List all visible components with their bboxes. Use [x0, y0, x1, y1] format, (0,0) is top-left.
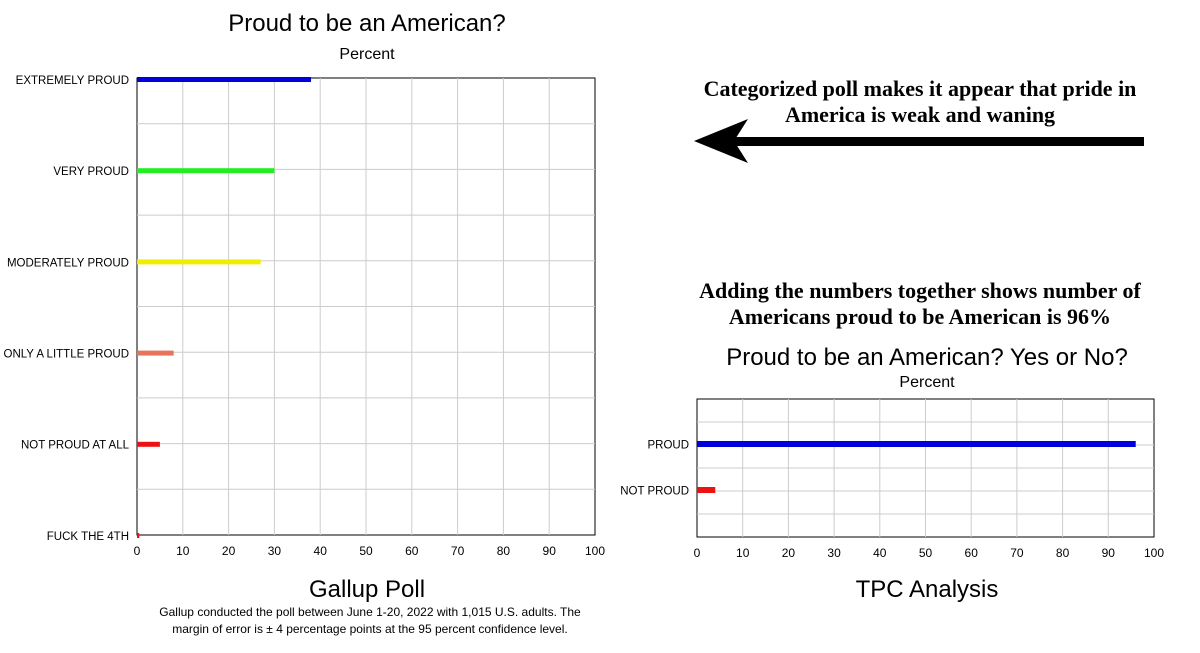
left-chart-category-label: VERY PROUD — [53, 166, 129, 178]
right-chart-x-tick-label: 10 — [736, 546, 750, 560]
right-chart-caption: TPC Analysis — [855, 576, 999, 603]
left-chart-x-tick-label: 90 — [543, 544, 557, 558]
left-chart-bar — [137, 350, 174, 356]
left-chart-x-tick-label: 30 — [268, 544, 282, 558]
right-chart-x-tick-label: 20 — [782, 546, 796, 560]
right-chart-title: Proud to be an American? Yes or No? — [726, 344, 1128, 371]
left-chart-title: Proud to be an American? — [228, 10, 506, 37]
left-chart-caption: Gallup Poll — [308, 576, 426, 603]
right-chart-x-tick-label: 50 — [919, 546, 933, 560]
left-chart-subtitle: Percent — [339, 46, 395, 63]
right-chart-x-tick-label: 60 — [965, 546, 979, 560]
left-chart-x-tick-label: 100 — [585, 544, 605, 558]
top-annotation: Categorized poll makes it appear that pr… — [703, 76, 1137, 127]
right-chart-bar — [697, 487, 716, 493]
left-chart-category-label: NOT PROUD AT ALL — [21, 440, 130, 452]
right-chart-x-tick-label: 30 — [827, 546, 841, 560]
left-chart-x-tick-label: 60 — [405, 544, 419, 558]
left-chart-footnote: Gallup conducted the poll between June 1… — [159, 605, 581, 636]
right-chart-x-tick-label: 0 — [694, 546, 701, 560]
right-chart-x-tick-label: 80 — [1056, 546, 1070, 560]
right-chart-x-tick-label: 100 — [1144, 546, 1164, 560]
left-chart-x-tick-label: 50 — [359, 544, 373, 558]
left-chart-x-tick-label: 40 — [314, 544, 328, 558]
bottom-annotation: Adding the numbers together shows number… — [699, 278, 1141, 329]
left-chart-category-label: EXTREMELY PROUD — [16, 75, 129, 87]
right-chart-subtitle: Percent — [899, 374, 955, 391]
right-chart-x-tick-label: 40 — [873, 546, 887, 560]
left-chart-bar — [137, 533, 140, 538]
left-chart-category-label: MODERATELY PROUD — [7, 257, 129, 269]
left-bar-chart: 0 10 20 30 40 50 60 70 80 90 100 EXTREMELY PROUD VER… — [4, 75, 606, 558]
right-chart-category-label: NOT PROUD — [620, 485, 689, 497]
right-chart-category-label: PROUD — [647, 439, 689, 451]
left-chart-bar — [137, 441, 160, 447]
right-chart-x-tick-label: 90 — [1102, 546, 1116, 560]
left-chart-category-label: ONLY A LITTLE PROUD — [4, 348, 129, 360]
left-chart-x-tick-label: 10 — [176, 544, 190, 558]
left-arrow-icon — [694, 119, 1144, 163]
right-chart-x-tick-label: 70 — [1010, 546, 1024, 560]
left-chart-x-tick-label: 70 — [451, 544, 465, 558]
right-bar-chart: 0 10 20 30 40 50 60 70 80 90 100 PROUD NOT PROUD — [620, 398, 1164, 560]
left-chart-category-label: FUCK THE 4TH — [47, 531, 129, 543]
left-chart-x-tick-label: 0 — [134, 544, 141, 558]
left-chart-x-tick-label: 80 — [497, 544, 511, 558]
left-chart-bar — [137, 168, 275, 174]
left-chart-bar — [137, 77, 312, 82]
left-chart-x-tick-label: 20 — [222, 544, 236, 558]
left-chart-bar — [137, 259, 261, 265]
right-chart-bar — [697, 441, 1136, 447]
